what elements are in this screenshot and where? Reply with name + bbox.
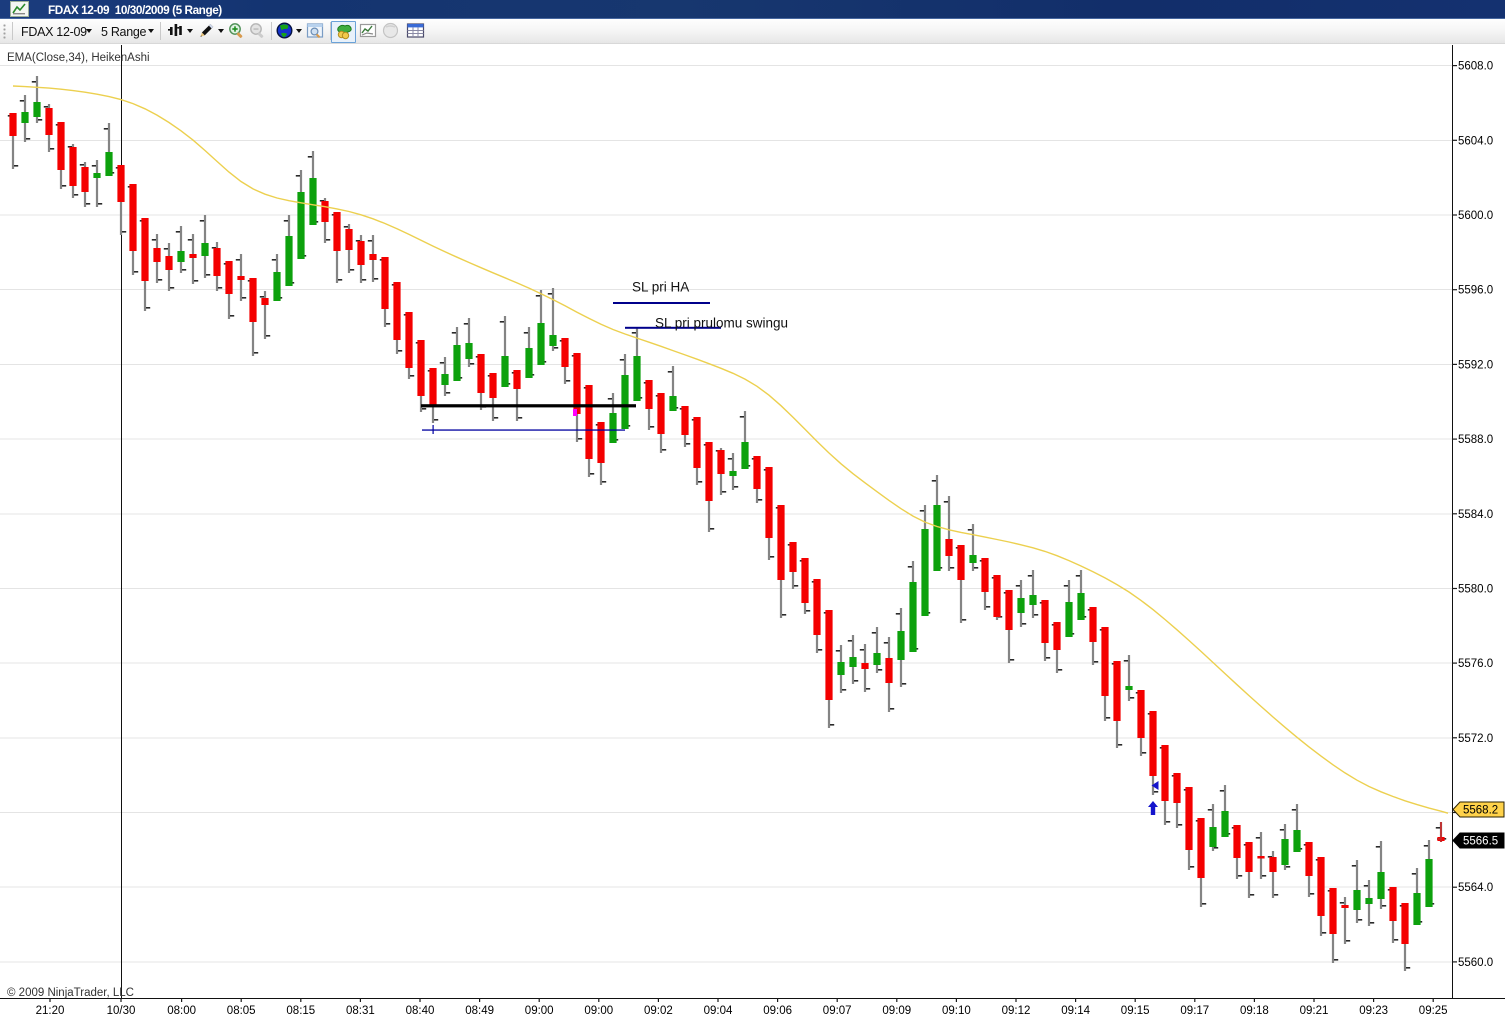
svg-text:5588.0: 5588.0 (1458, 434, 1493, 446)
svg-text:09:06: 09:06 (763, 1005, 792, 1017)
svg-text:08:15: 08:15 (286, 1005, 315, 1017)
svg-text:5584.0: 5584.0 (1458, 509, 1493, 521)
svg-text:08:40: 08:40 (406, 1005, 435, 1017)
svg-text:09:10: 09:10 (942, 1005, 971, 1017)
svg-text:21:20: 21:20 (36, 1005, 65, 1017)
svg-text:SL pri prulomu swingu: SL pri prulomu swingu (655, 316, 788, 331)
svg-text:08:49: 08:49 (465, 1005, 494, 1017)
svg-text:09:25: 09:25 (1419, 1005, 1448, 1017)
svg-text:09:12: 09:12 (1002, 1005, 1031, 1017)
svg-text:09:02: 09:02 (644, 1005, 673, 1017)
svg-text:09:17: 09:17 (1180, 1005, 1209, 1017)
svg-text:5564.0: 5564.0 (1458, 882, 1493, 894)
svg-text:09:18: 09:18 (1240, 1005, 1269, 1017)
svg-text:EMA(Close,34), HeikenAshi: EMA(Close,34), HeikenAshi (7, 52, 150, 64)
svg-text:5600.0: 5600.0 (1458, 210, 1493, 222)
svg-text:09:00: 09:00 (525, 1005, 554, 1017)
svg-text:09:00: 09:00 (584, 1005, 613, 1017)
svg-text:09:07: 09:07 (823, 1005, 852, 1017)
svg-text:09:14: 09:14 (1061, 1005, 1090, 1017)
svg-text:5604.0: 5604.0 (1458, 135, 1493, 147)
svg-text:© 2009 NinjaTrader, LLC: © 2009 NinjaTrader, LLC (7, 987, 134, 999)
svg-text:5592.0: 5592.0 (1458, 359, 1493, 371)
svg-text:5568.2: 5568.2 (1463, 805, 1498, 817)
svg-text:09:15: 09:15 (1121, 1005, 1150, 1017)
svg-text:08:05: 08:05 (227, 1005, 256, 1017)
svg-text:10/30: 10/30 (107, 1005, 136, 1017)
svg-text:09:04: 09:04 (704, 1005, 733, 1017)
svg-text:09:09: 09:09 (882, 1005, 911, 1017)
svg-text:5566.5: 5566.5 (1463, 836, 1498, 848)
svg-text:08:31: 08:31 (346, 1005, 375, 1017)
svg-text:5576.0: 5576.0 (1458, 658, 1493, 670)
svg-text:09:23: 09:23 (1359, 1005, 1388, 1017)
svg-text:5572.0: 5572.0 (1458, 733, 1493, 745)
svg-text:5580.0: 5580.0 (1458, 584, 1493, 596)
svg-text:5608.0: 5608.0 (1458, 61, 1493, 73)
svg-text:09:21: 09:21 (1300, 1005, 1329, 1017)
svg-text:5560.0: 5560.0 (1458, 957, 1493, 969)
svg-text:08:00: 08:00 (167, 1005, 196, 1017)
svg-text:5596.0: 5596.0 (1458, 285, 1493, 297)
svg-text:SL pri HA: SL pri HA (632, 280, 689, 295)
